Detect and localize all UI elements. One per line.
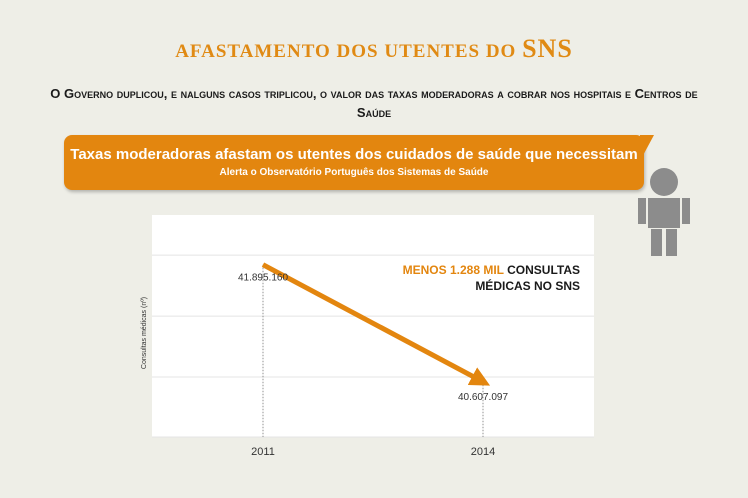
person-icon: [638, 168, 690, 256]
annotation-line2: MÉDICAS NO SNS: [475, 279, 580, 293]
annotation-highlight: MENOS 1.288 MIL: [402, 263, 504, 277]
banner-headline: Taxas moderadoras afastam os utentes dos…: [70, 146, 638, 163]
series-line: [261, 262, 491, 386]
data-label: 41.895.160: [238, 273, 288, 284]
x-tick-label: 2014: [471, 446, 495, 458]
chart-annotation: MENOS 1.288 MIL CONSULTAS MÉDICAS NO SNS: [390, 262, 580, 294]
page-title-accent: SNS: [522, 34, 573, 63]
page-subtitle: O Governo duplicou, e nalguns casos trip…: [50, 86, 698, 120]
chart-panel: 41.895.160 40.607.097 2011 2014 Consultas m…: [141, 215, 594, 458]
consultations-chart: 41.895.160 40.607.097 2011 2014 Consultas m…: [141, 254, 594, 458]
annotation-line1-rest: CONSULTAS: [503, 263, 580, 277]
headline-banner: Taxas moderadoras afastam os utentes dos…: [64, 135, 654, 190]
page-title-main: AFASTAMENTO DOS UTENTES DO: [175, 41, 523, 62]
page-title: AFASTAMENTO DOS UTENTES DO SNS: [0, 34, 748, 64]
speech-tail: [640, 135, 654, 161]
y-axis-label: Consultas médicas (nº): [141, 297, 148, 369]
x-tick-label: 2011: [251, 446, 275, 458]
banner-source: Alerta o Observatório Português dos Sist…: [219, 167, 489, 178]
data-label: 40.607.097: [458, 392, 508, 403]
